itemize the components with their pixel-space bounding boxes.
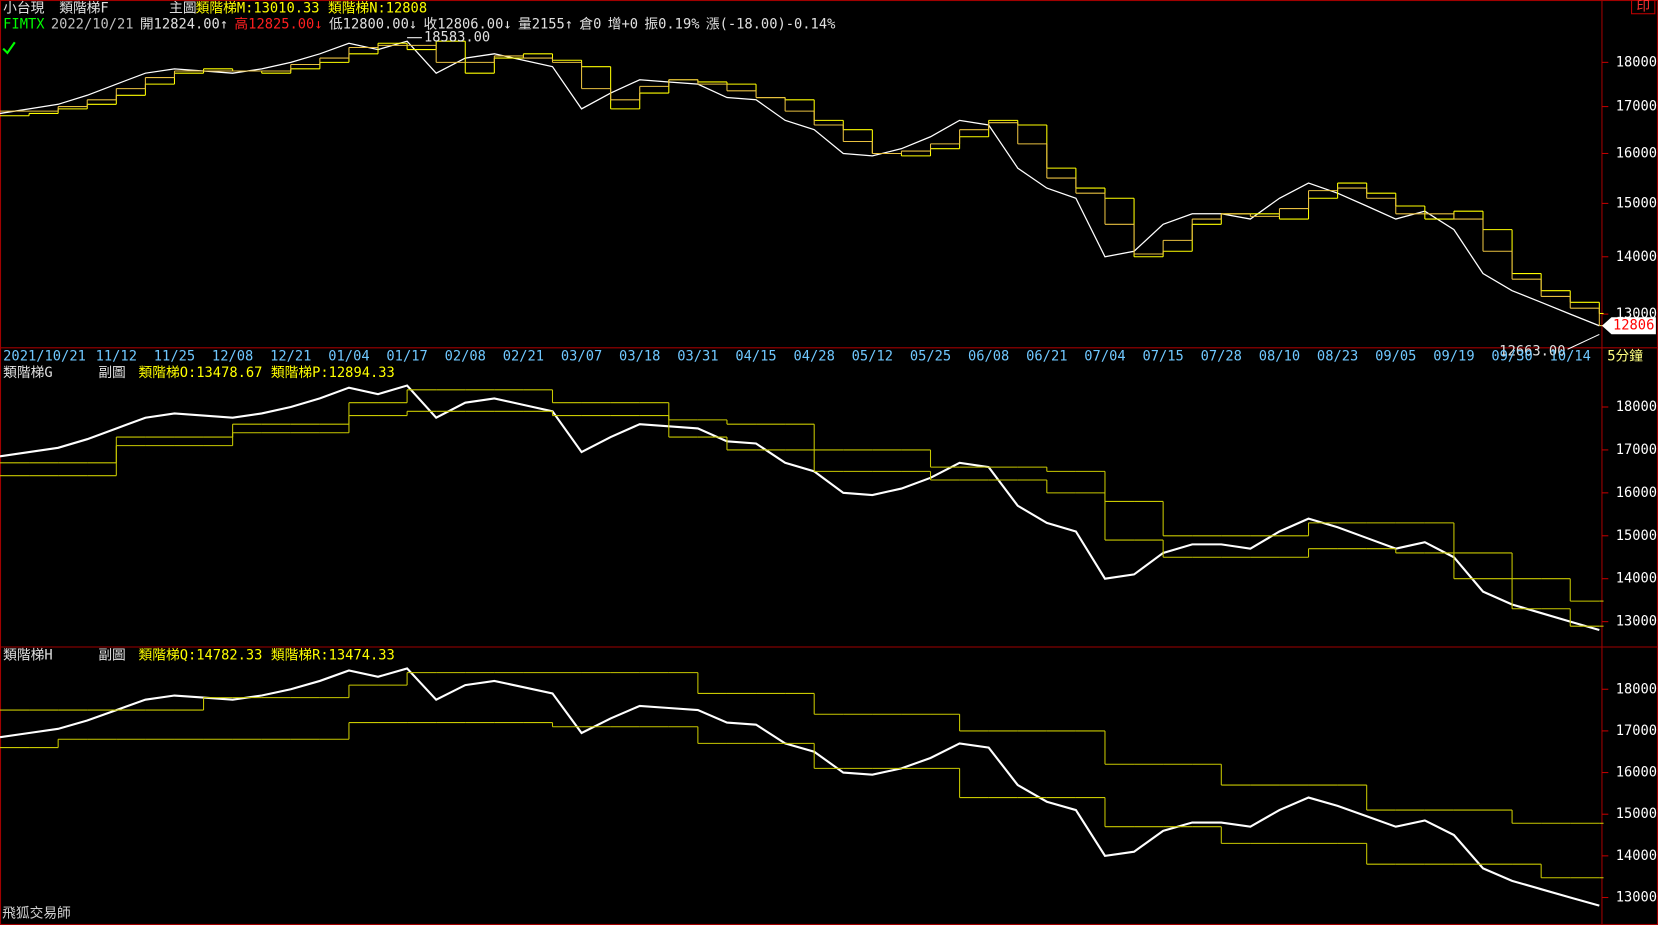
price-line xyxy=(0,384,1600,631)
x-tick-label: 07/15 xyxy=(1142,348,1183,364)
x-tick-label: 08/10 xyxy=(1259,348,1300,364)
x-tick-label: 2021/10/21 xyxy=(3,348,86,364)
legend-entry: 類階梯P:12894.33 xyxy=(271,365,395,381)
x-tick-label: 10/14 xyxy=(1550,348,1591,364)
quote-item: 振0.19% xyxy=(644,16,700,32)
y-tick-label: 18000 xyxy=(1616,681,1657,697)
low-marker xyxy=(1567,333,1600,350)
panel-subtitle: 類階梯F xyxy=(59,0,108,16)
quote-item: 漲(-18.00)-0.14% xyxy=(706,16,836,32)
check-icon xyxy=(2,41,16,55)
panel-role: 副圖 xyxy=(98,647,125,663)
quote-item: 倉0 xyxy=(579,16,601,32)
y-tick-label: 15000 xyxy=(1616,806,1657,822)
legend-entry: 類階梯R:13474.33 xyxy=(271,647,395,663)
quote-item: 增+0 xyxy=(608,16,638,32)
y-tick-label: 15000 xyxy=(1616,195,1657,211)
y-tick-label: 17000 xyxy=(1616,442,1657,458)
last-price-label: 12806 xyxy=(1613,318,1654,334)
legend-entry: 類階梯N:12808 xyxy=(328,0,427,16)
y-tick-label: 16000 xyxy=(1616,485,1657,501)
x-tick-label: 12/21 xyxy=(270,348,311,364)
x-tick-label: 04/28 xyxy=(794,348,835,364)
x-tick-label: 06/21 xyxy=(1026,348,1067,364)
panel-title: 類階梯G xyxy=(3,365,52,381)
y-tick-label: 17000 xyxy=(1616,99,1657,115)
x-tick-label: 09/30 xyxy=(1491,348,1532,364)
price-line xyxy=(0,667,1600,907)
x-tick-label: 11/25 xyxy=(154,348,195,364)
footer: 飛狐交易師 xyxy=(2,904,71,921)
panel-title: 類階梯H xyxy=(3,647,52,663)
y-tick-label: 14000 xyxy=(1616,571,1657,587)
stamp: 印 xyxy=(1636,0,1650,14)
x-tick-label: 03/07 xyxy=(561,348,602,364)
y-tick-label: 18000 xyxy=(1616,399,1657,415)
x-tick-label: 07/04 xyxy=(1084,348,1125,364)
quote-item: 開12824.00↑ xyxy=(140,16,228,32)
x-tick-label: 07/28 xyxy=(1201,348,1242,364)
x-tick-label: 02/08 xyxy=(445,348,486,364)
high-label: 18583.00 xyxy=(424,30,490,46)
legend-entry: 類階梯O:13478.67 xyxy=(139,365,263,381)
quote-item: 量2155↑ xyxy=(518,16,573,32)
y-tick-label: 13000 xyxy=(1616,890,1657,906)
x-tick-label: 04/15 xyxy=(735,348,776,364)
quote-item: 低12800.00↓ xyxy=(329,16,417,32)
stamp-box xyxy=(1631,0,1656,15)
x-tick-label: 03/31 xyxy=(677,348,718,364)
x-tick-label: 01/17 xyxy=(386,348,427,364)
x-tick-label: 02/21 xyxy=(503,348,544,364)
x-tick-label: 06/08 xyxy=(968,348,1009,364)
y-tick-label: 17000 xyxy=(1616,723,1657,739)
legend-entry: 類階梯M:13010.33 xyxy=(196,0,320,16)
y-tick-label: 18000 xyxy=(1616,54,1657,70)
quote-item: 高12825.00↓ xyxy=(234,15,322,32)
y-tick-label: 16000 xyxy=(1616,765,1657,781)
x-tick-label: 11/12 xyxy=(96,348,137,364)
x-tick-label: 05/25 xyxy=(910,348,951,364)
last-price-tag xyxy=(1601,317,1656,335)
y-tick-label: 16000 xyxy=(1616,145,1657,161)
x-tick-label: 08/23 xyxy=(1317,348,1358,364)
x-unit: 5分鐘 xyxy=(1607,347,1643,364)
quote-item: FIMTX xyxy=(3,16,45,32)
x-tick-label: 09/05 xyxy=(1375,348,1416,364)
legend-entry: 類階梯Q:14782.33 xyxy=(139,647,263,663)
y-tick-label: 15000 xyxy=(1616,528,1657,544)
panel-role: 主圖 xyxy=(169,0,196,16)
panel-title: 小台現 xyxy=(3,0,44,16)
x-tick-label: 09/19 xyxy=(1433,348,1474,364)
price-line xyxy=(0,40,1600,327)
y-tick-label: 14000 xyxy=(1616,249,1657,265)
x-tick-label: 01/04 xyxy=(328,348,369,364)
x-tick-label: 12/08 xyxy=(212,348,253,364)
y-tick-label: 13000 xyxy=(1616,614,1657,630)
low-label: 12663.00 xyxy=(1499,343,1565,359)
quote-item: 2022/10/21 xyxy=(51,16,134,32)
y-tick-label: 14000 xyxy=(1616,848,1657,864)
panel-role: 副圖 xyxy=(98,365,125,381)
quote-item: 收12806.00↓ xyxy=(423,16,511,32)
x-tick-label: 05/12 xyxy=(852,348,893,364)
x-tick-label: 03/18 xyxy=(619,348,660,364)
